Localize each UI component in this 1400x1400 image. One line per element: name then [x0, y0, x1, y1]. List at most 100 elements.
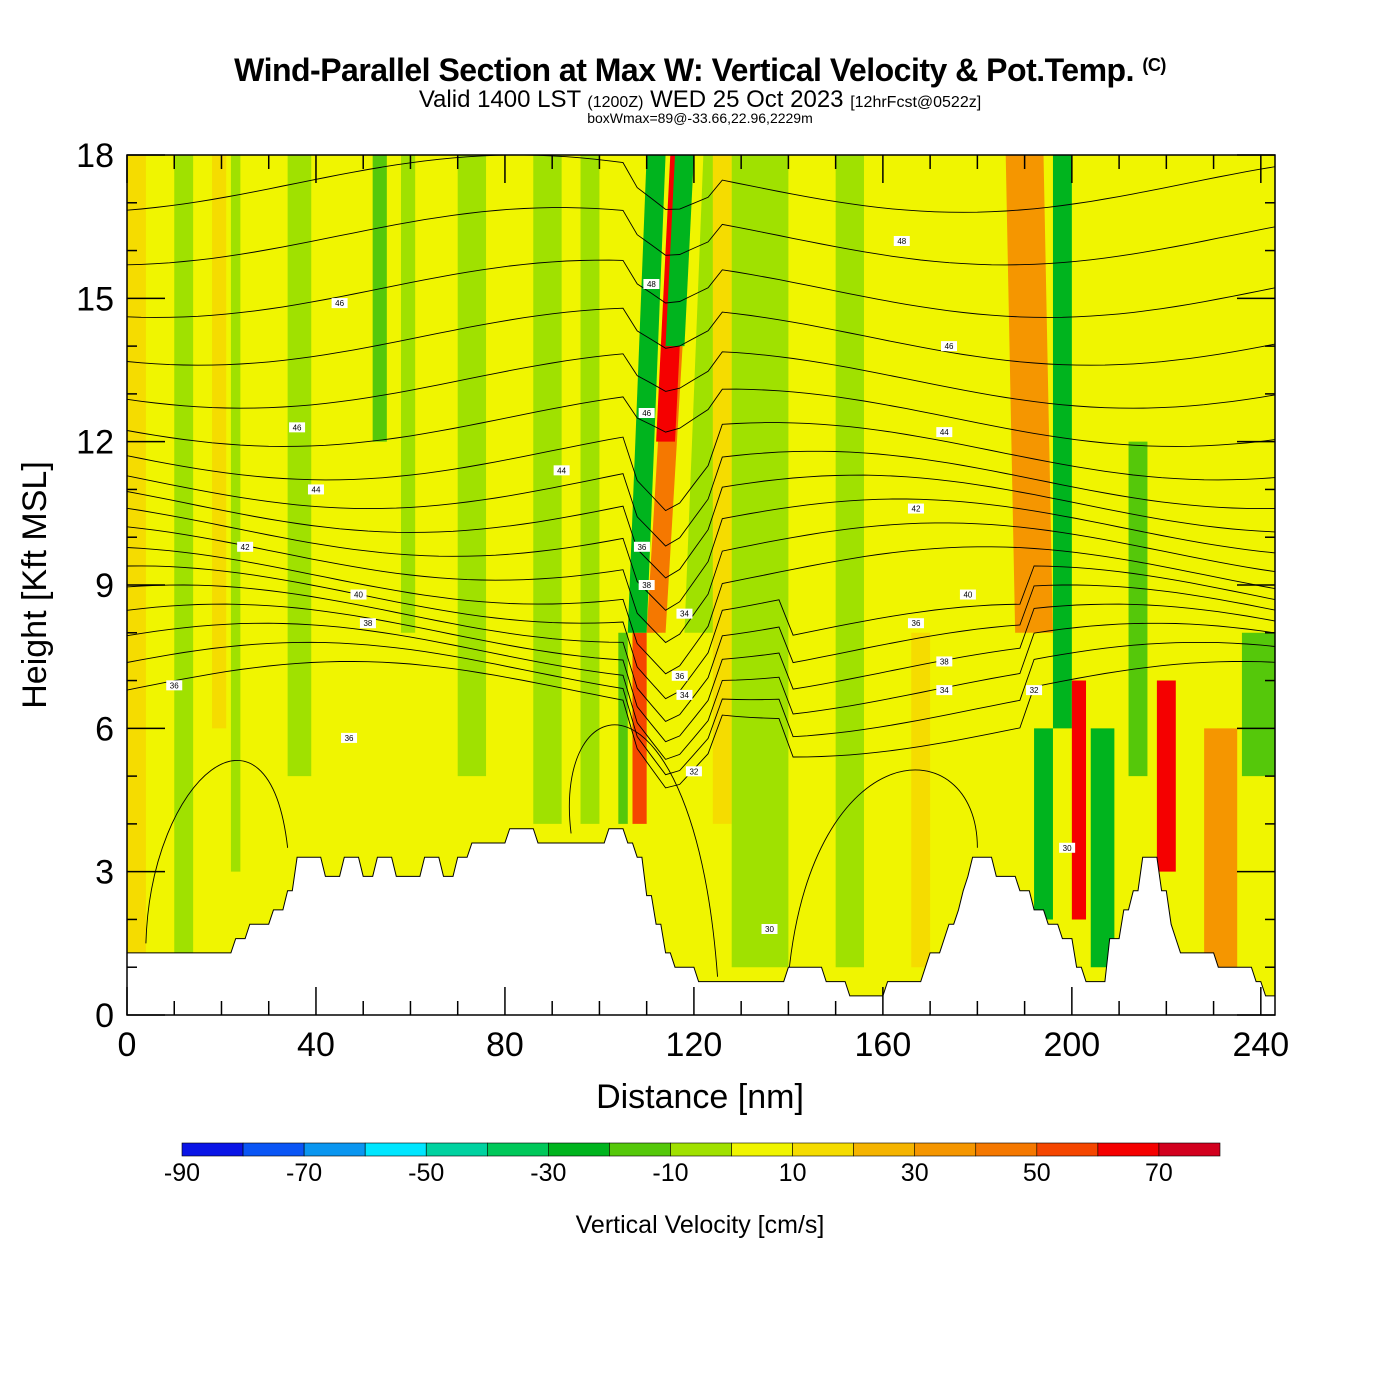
colorbar-swatch: [670, 1142, 732, 1157]
contour-label: 44: [940, 428, 949, 437]
colorbar-tick-label: 70: [1145, 1159, 1173, 1187]
contour-label: 42: [912, 505, 921, 514]
contour-label: 38: [940, 657, 949, 666]
contour-label-bg: [676, 608, 693, 619]
colorbar-tick-label: 30: [901, 1159, 929, 1187]
colorbar-swatch: [1158, 1142, 1221, 1157]
theta-contour-line: [127, 603, 1275, 743]
contour-label-bg: [341, 732, 358, 743]
valid-date: WED 25 Oct 2023: [650, 86, 844, 113]
valid-time: Valid 1400 LST: [418, 86, 581, 113]
x-tick-label: 120: [666, 1026, 723, 1064]
contour-label-bg: [331, 298, 348, 309]
y-tick-labels: 0 3 6 9 12 15 18: [76, 137, 114, 1035]
velocity-band: [127, 155, 146, 968]
colorbar-labels: -90 -70 -50 -30 -10 10 30 50 70: [164, 1159, 1173, 1187]
velocity-band: [835, 155, 864, 968]
contour-label: 34: [680, 691, 689, 700]
x-tick-label: 80: [486, 1026, 524, 1064]
contour-label-bg: [936, 427, 953, 438]
colorbar-swatch: [303, 1142, 366, 1157]
contour-label-bg: [936, 656, 953, 667]
y-tick-label: 3: [95, 854, 114, 892]
contour-label: 40: [354, 591, 363, 600]
colorbar-swatch: [731, 1142, 793, 1157]
contour-label: 30: [765, 925, 774, 934]
contour-label-bg: [959, 589, 976, 600]
theta-contour-line: [127, 207, 1275, 266]
contour-label: 46: [945, 342, 954, 351]
velocity-band: [1204, 728, 1238, 968]
theta-contour-line: [127, 522, 1275, 644]
colorbar-tick-label: -10: [652, 1159, 688, 1187]
contour-label-bg: [907, 503, 924, 514]
theta-contour-line: [127, 565, 1275, 700]
colorbar-swatch: [1097, 1142, 1160, 1157]
colorbar-swatch: [792, 1142, 854, 1157]
x-axis-title: Distance [nm]: [596, 1078, 804, 1116]
axis-ticks: [126, 154, 1275, 1016]
chart-title: Wind-Parallel Section at Max W: Vertical…: [234, 52, 1166, 88]
terrain-mask: [126, 828, 1276, 1016]
colorbar-swatch: [1036, 1142, 1099, 1157]
y-tick-label: 12: [76, 424, 114, 462]
contour-label-bg: [671, 670, 688, 681]
box-wmax-info: boxWmax=89@-33.66,22.96,2229m: [587, 110, 813, 126]
contour-label: 36: [675, 672, 684, 681]
contour-label: 44: [312, 485, 321, 494]
colorbar-swatch: [548, 1142, 610, 1157]
contour-label: 46: [642, 409, 651, 418]
velocity-band: [401, 155, 416, 633]
contour-label: 36: [912, 619, 921, 628]
velocity-band: [731, 155, 789, 968]
theta-contour-line: [127, 641, 1275, 776]
contour-label-bg: [907, 618, 924, 629]
velocity-band: [632, 632, 647, 824]
contour-label: 40: [963, 591, 972, 600]
contour-label: 38: [363, 619, 372, 628]
colorbar-title: Vertical Velocity [cm/s]: [576, 1211, 825, 1239]
contour-label: 34: [940, 686, 949, 695]
contour-label: 38: [642, 581, 651, 590]
y-tick-label: 0: [95, 997, 114, 1035]
theta-contour-line: [127, 450, 1275, 547]
velocity-band: [1071, 680, 1087, 920]
y-tick-label: 15: [76, 280, 114, 318]
velocity-band: [174, 155, 194, 968]
contour-label: 30: [1063, 844, 1072, 853]
velocity-band: [712, 155, 732, 824]
theta-contour-line: [127, 498, 1275, 611]
theta-contour-line: [127, 259, 1275, 318]
colorbar-tick-label: -90: [164, 1159, 200, 1187]
velocity-band: [1090, 728, 1115, 968]
contour-label-bg: [643, 279, 660, 289]
theta-contour-line: [127, 584, 1275, 722]
theta-contour-line: [127, 622, 1275, 760]
contour-label: 32: [1030, 686, 1039, 695]
theta-contour-line: [145, 760, 289, 944]
contour-label-bg: [936, 685, 953, 696]
colorbar-tick-label: 10: [779, 1159, 807, 1187]
colorbar-swatch: [425, 1142, 488, 1157]
contour-label: 36: [637, 543, 646, 552]
velocity-band: [911, 632, 931, 968]
utc-time: (1200Z): [587, 94, 644, 111]
contour-label-bg: [1059, 842, 1076, 853]
theta-contour-line: [127, 307, 1275, 366]
y-axis-title: Height [Kft MSL]: [16, 461, 54, 709]
velocity-band: [287, 155, 312, 777]
contour-label: 36: [170, 681, 179, 690]
theta-contour-line: [127, 474, 1275, 579]
theta-contour-line: [127, 661, 1275, 789]
x-tick-labels: 0 40 80 120 160 200 240: [118, 1026, 1290, 1064]
y-tick-label: 9: [95, 567, 114, 605]
chart-subtitle: Valid 1400 LST (1200Z) WED 25 Oct 2023 […: [0, 86, 1400, 114]
y-tick-label: 6: [95, 710, 114, 748]
contour-label-bg: [941, 341, 958, 352]
theta-contour-line: [127, 546, 1275, 675]
contour-label-bg: [638, 580, 655, 590]
theta-contour-line: [569, 724, 718, 977]
contour-label: 42: [241, 543, 250, 552]
velocity-band: [1241, 632, 1275, 777]
